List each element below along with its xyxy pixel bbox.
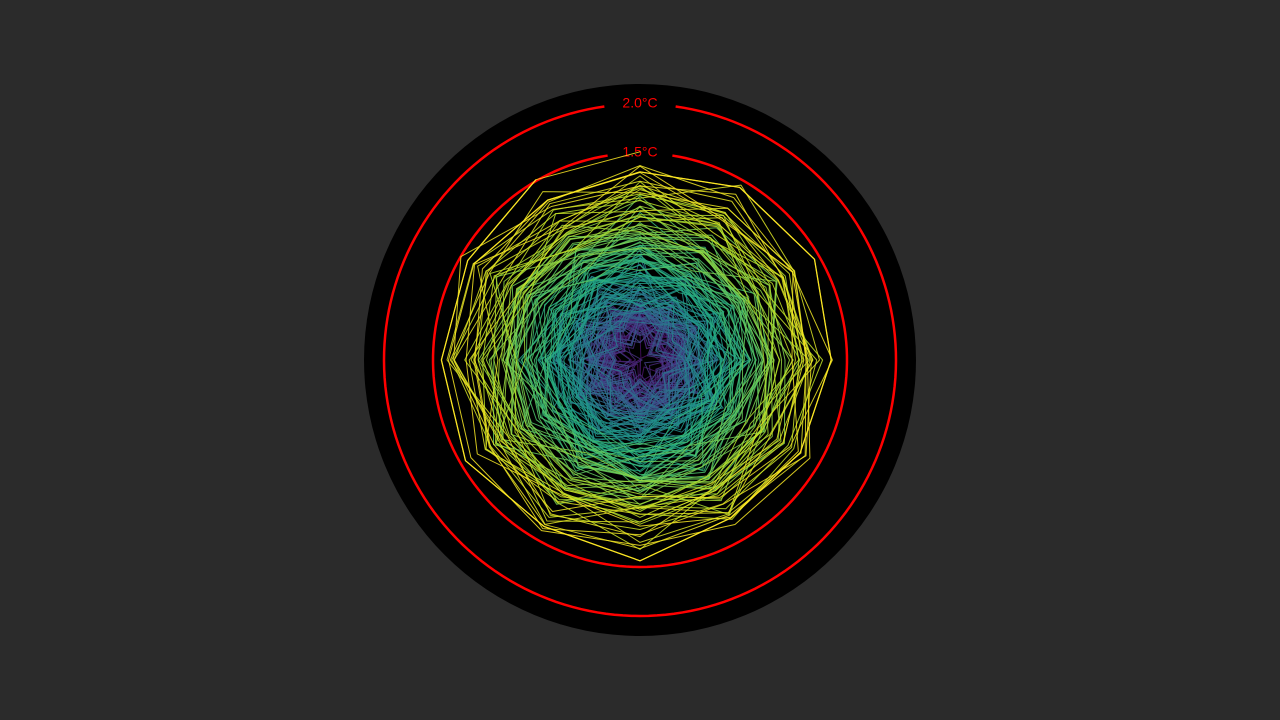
reference-label-2c: 2.0°C	[622, 95, 657, 111]
climate-spiral-chart: 1.5°C2.0°C	[364, 84, 916, 636]
